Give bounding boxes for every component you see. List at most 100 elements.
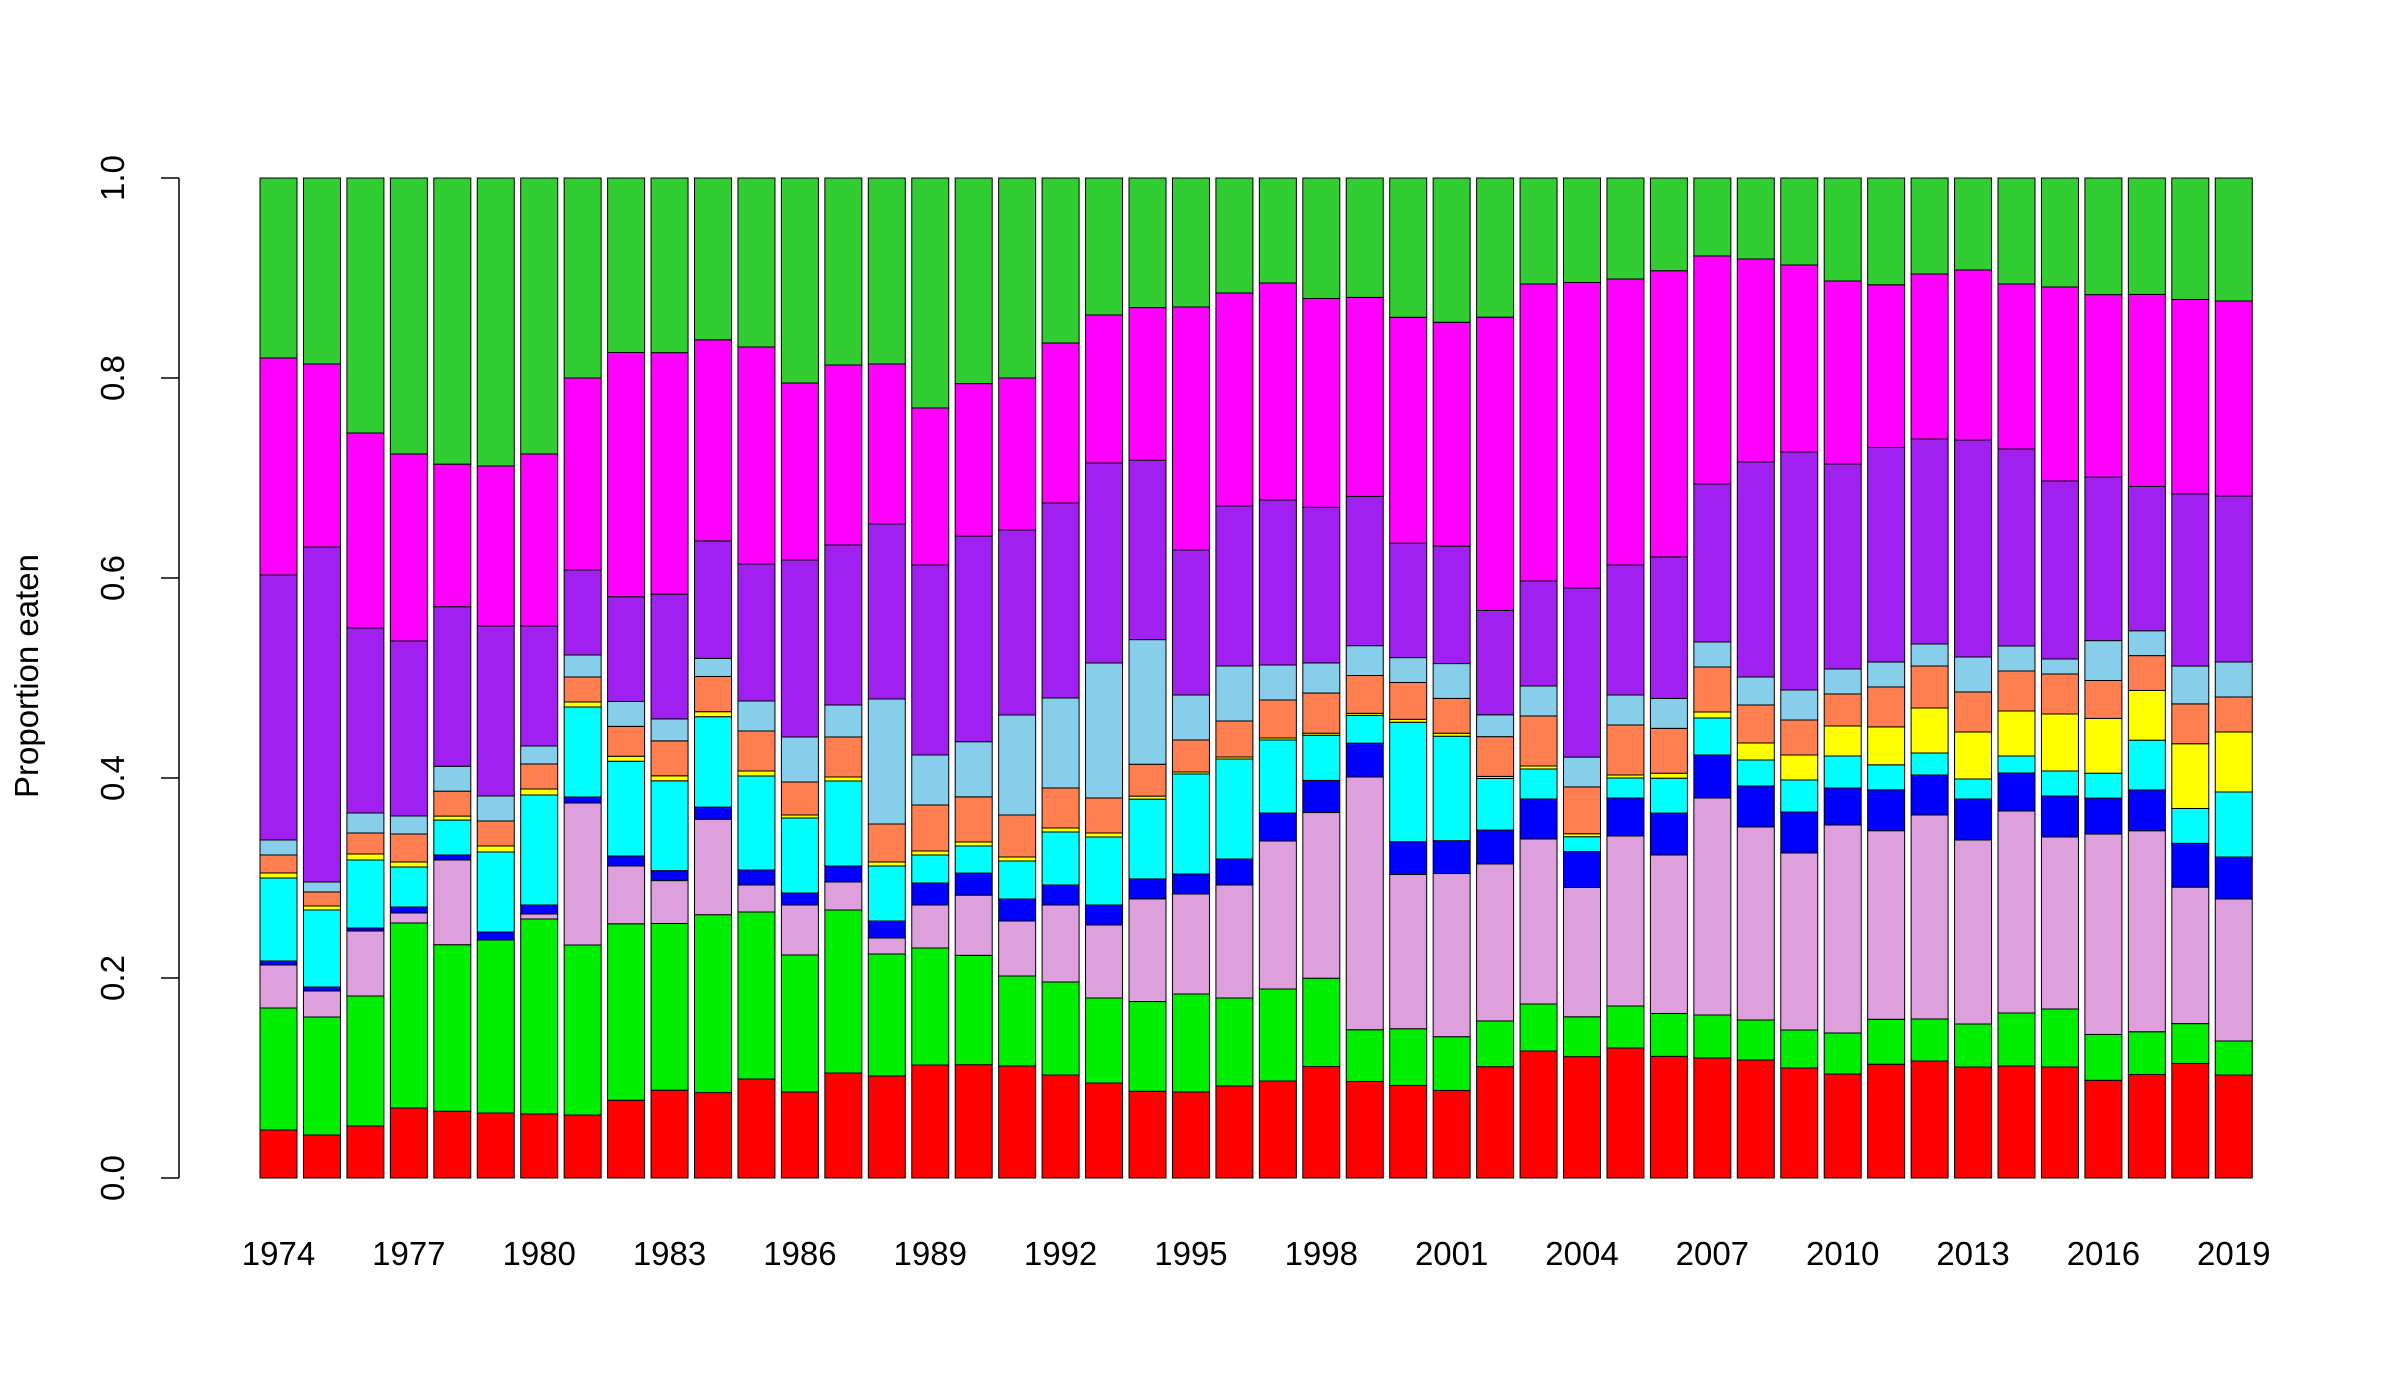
bar-segment xyxy=(780,559,819,738)
bar-1982 xyxy=(607,177,646,1179)
bar-1993 xyxy=(1085,177,1124,1179)
bar-segment xyxy=(1432,1089,1471,1179)
bar-segment xyxy=(1432,321,1471,547)
bar-segment xyxy=(1128,878,1167,900)
bar-segment xyxy=(1649,556,1688,699)
bar-segment xyxy=(824,704,863,738)
y-axis: 0.0 0.2 0.4 0.6 0.8 1.0 xyxy=(94,155,180,1201)
bar-segment xyxy=(2127,830,2166,1033)
bar-segment xyxy=(1345,1080,1384,1179)
bar-2001 xyxy=(1432,177,1471,1179)
bar-segment xyxy=(2214,1040,2253,1076)
bar-segment xyxy=(1215,858,1254,886)
bar-segment xyxy=(1563,587,1601,758)
x-tick-label: 2004 xyxy=(1545,1235,1618,1272)
bar-segment xyxy=(433,815,472,821)
bar-segment xyxy=(1563,786,1601,835)
bar-segment xyxy=(824,364,863,546)
bar-1981 xyxy=(563,177,602,1179)
bar-segment xyxy=(1954,269,1993,441)
bar-segment xyxy=(302,363,341,548)
bar-segment xyxy=(1823,668,1862,695)
bar-2002 xyxy=(1476,177,1515,1179)
bar-1989 xyxy=(911,177,950,1179)
bar-2014 xyxy=(1997,177,2036,1179)
bar-segment xyxy=(1997,710,2036,757)
bar-segment xyxy=(1041,981,1080,1076)
bar-segment xyxy=(1345,1029,1384,1082)
bar-segment xyxy=(389,177,428,455)
bar-segment xyxy=(1128,763,1167,797)
bar-segment xyxy=(1085,836,1124,906)
bar-2005 xyxy=(1606,177,1645,1179)
bar-segment xyxy=(607,755,646,762)
bar-segment xyxy=(1649,854,1688,1014)
bar-segment xyxy=(1432,663,1471,699)
bar-segment xyxy=(1519,838,1558,1005)
bar-segment xyxy=(1649,812,1688,856)
bar-segment xyxy=(998,975,1037,1067)
bar-segment xyxy=(1997,755,2036,774)
bar-segment xyxy=(302,1016,341,1136)
bar-segment xyxy=(824,780,863,867)
bar-segment xyxy=(1736,676,1775,706)
bar-segment xyxy=(2040,836,2079,1010)
bar-segment xyxy=(2040,1008,2079,1068)
bar-segment xyxy=(433,606,472,767)
bar-segment xyxy=(780,736,819,783)
bar-segment xyxy=(302,891,341,907)
bar-segment xyxy=(1215,177,1254,294)
bar-segment xyxy=(563,802,602,946)
bar-segment xyxy=(1823,463,1862,670)
bar-segment xyxy=(259,574,298,841)
bar-segment xyxy=(780,954,819,1093)
bar-segment xyxy=(1563,1016,1601,1058)
bar-segment xyxy=(1476,714,1515,738)
bar-segment xyxy=(433,1110,472,1179)
bar-segment xyxy=(1345,742,1384,778)
bar-segment xyxy=(1476,863,1515,1022)
bar-segment xyxy=(1171,773,1210,875)
bar-segment xyxy=(1476,829,1515,865)
bar-segment xyxy=(1389,316,1428,544)
bar-segment xyxy=(1215,720,1254,758)
bar-segment xyxy=(346,1125,385,1179)
bar-segment xyxy=(650,718,689,742)
bar-1994 xyxy=(1128,177,1167,1179)
bar-segment xyxy=(2084,1033,2123,1081)
bar-segment xyxy=(389,1107,428,1179)
bar-segment xyxy=(1476,1020,1515,1068)
bar-segment xyxy=(302,990,341,1018)
bar-segment xyxy=(1128,1090,1167,1179)
bar-segment xyxy=(389,861,428,868)
bar-segment xyxy=(998,860,1037,900)
bar-segment xyxy=(2084,797,2123,835)
bar-segment xyxy=(1867,661,1906,688)
bar-segment xyxy=(563,569,602,656)
bar-segment xyxy=(650,177,689,354)
x-axis-tick-labels: 1974 1977 1980 1983 1986 1989 1992 1995 1998 2001… xyxy=(242,1235,2271,1272)
y-tick-label: 0.8 xyxy=(94,355,131,401)
bar-segment xyxy=(1432,697,1471,734)
x-tick-label: 1986 xyxy=(763,1235,836,1272)
bar-segment xyxy=(1476,609,1515,716)
bar-segment xyxy=(2171,1062,2210,1179)
bar-1986 xyxy=(780,177,819,1179)
bar-segment xyxy=(2171,299,2210,495)
bar-segment xyxy=(607,923,646,1101)
bar-segment xyxy=(1867,764,1906,791)
bar-segment xyxy=(1519,768,1558,800)
bar-segment xyxy=(1258,739,1297,814)
bar-segment xyxy=(1693,177,1732,257)
bar-segment xyxy=(520,177,559,455)
bar-1983 xyxy=(650,177,689,1179)
bar-1984 xyxy=(694,177,732,1179)
bar-segment xyxy=(1997,645,2036,672)
bar-segment xyxy=(2084,294,2123,478)
bar-segment xyxy=(1693,641,1732,668)
bar-1992 xyxy=(1041,177,1080,1179)
x-tick-label: 2010 xyxy=(1806,1235,1879,1272)
bar-1998 xyxy=(1302,177,1341,1179)
bar-segment xyxy=(520,904,559,915)
bar-segment xyxy=(911,177,950,409)
